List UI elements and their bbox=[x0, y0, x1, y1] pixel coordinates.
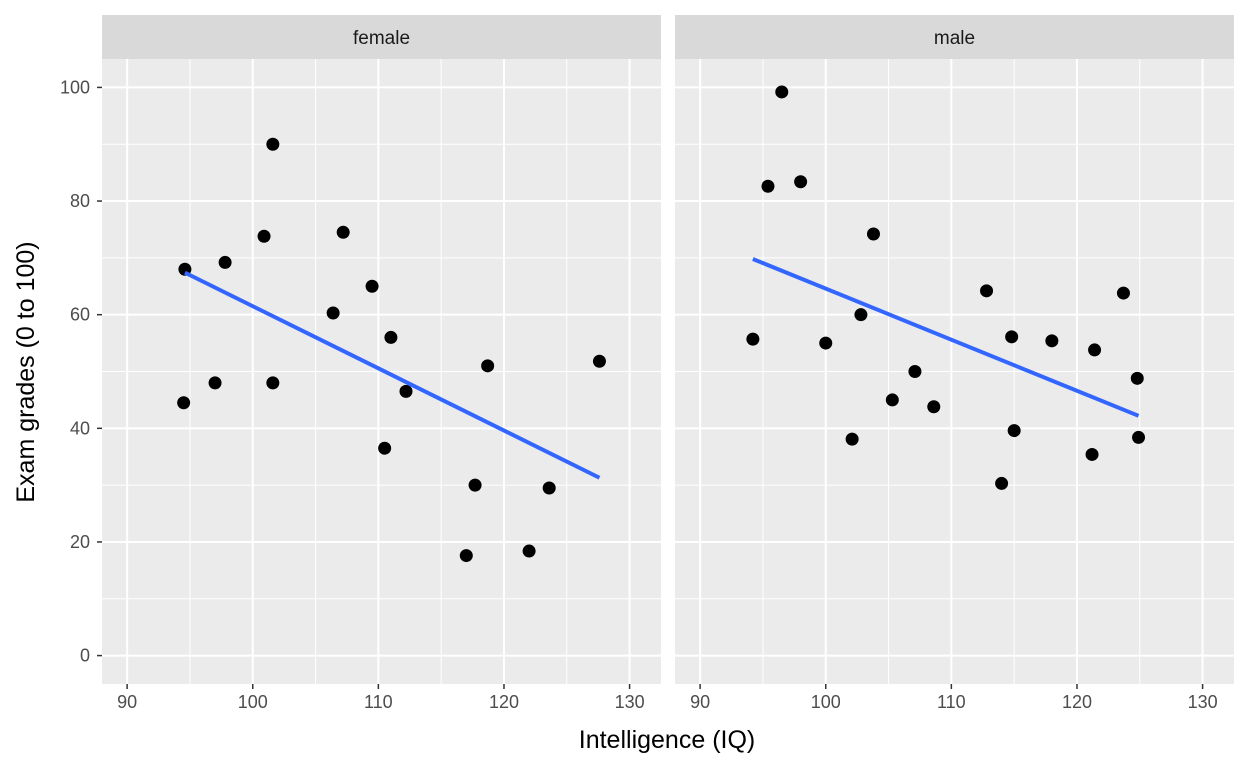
data-point bbox=[208, 376, 222, 390]
data-point bbox=[522, 544, 536, 558]
y-tick-label: 80 bbox=[70, 191, 90, 211]
data-point bbox=[459, 549, 473, 563]
data-point bbox=[257, 229, 271, 243]
facet-panel-female: female 90 100 110 120 130 bbox=[102, 15, 661, 712]
data-point bbox=[542, 481, 556, 495]
x-tick-label: 100 bbox=[238, 692, 268, 712]
x-tick-label: 110 bbox=[364, 692, 393, 712]
data-point bbox=[266, 137, 280, 151]
y-tick-label: 100 bbox=[60, 77, 90, 97]
data-point bbox=[866, 227, 880, 241]
x-axis: 90 100 110 120 130 bbox=[690, 684, 1218, 712]
y-tick-label: 20 bbox=[70, 532, 90, 552]
data-point bbox=[1085, 447, 1099, 461]
facet-strip-female bbox=[102, 15, 661, 59]
x-axis-title: Intelligence (IQ) bbox=[579, 726, 755, 754]
x-tick-label: 120 bbox=[489, 692, 519, 712]
y-axis: 0 20 40 60 80 100 bbox=[60, 77, 102, 666]
data-point bbox=[1088, 343, 1102, 357]
gridlines bbox=[675, 59, 1234, 684]
data-point bbox=[1045, 334, 1059, 348]
x-axis: 90 100 110 120 130 bbox=[117, 684, 645, 712]
data-point bbox=[592, 354, 606, 368]
data-point bbox=[819, 336, 833, 350]
data-point bbox=[794, 175, 808, 189]
y-tick-label: 60 bbox=[70, 305, 90, 325]
facet-strip-label: male bbox=[934, 28, 975, 49]
x-tick-label: 90 bbox=[690, 692, 710, 712]
data-point bbox=[908, 365, 922, 378]
data-point bbox=[378, 441, 392, 455]
x-tick-label: 130 bbox=[1188, 692, 1218, 712]
data-point bbox=[854, 308, 868, 322]
data-point bbox=[746, 332, 760, 346]
x-tick-label: 120 bbox=[1062, 692, 1092, 712]
x-tick-label: 110 bbox=[937, 692, 966, 712]
data-point bbox=[1130, 371, 1144, 385]
trend-line bbox=[752, 257, 1140, 418]
facet-strip-male bbox=[675, 15, 1234, 59]
data-point bbox=[1005, 330, 1019, 344]
data-point bbox=[1007, 424, 1021, 438]
data-point bbox=[1132, 430, 1146, 444]
data-point bbox=[927, 400, 941, 414]
x-tick-label: 90 bbox=[117, 692, 137, 712]
data-point bbox=[995, 476, 1009, 490]
data-points bbox=[177, 137, 606, 563]
data-point bbox=[1116, 286, 1130, 300]
facet-panel-male: male 90 100 110 120 130 bbox=[675, 15, 1234, 712]
data-point bbox=[761, 179, 775, 193]
data-point bbox=[845, 432, 859, 446]
data-point bbox=[399, 384, 413, 398]
data-point bbox=[218, 255, 232, 269]
x-tick-label: 130 bbox=[615, 692, 645, 712]
data-point bbox=[266, 376, 280, 390]
data-point bbox=[980, 284, 994, 298]
data-point bbox=[177, 396, 191, 410]
x-tick-label: 100 bbox=[811, 692, 841, 712]
data-point bbox=[326, 306, 340, 320]
data-point bbox=[468, 478, 482, 492]
facet-panels: female 90 100 110 120 130 male 90 100 110 120 130 bbox=[102, 15, 1234, 712]
data-point bbox=[775, 85, 789, 99]
y-tick-label: 0 bbox=[80, 646, 90, 666]
data-point bbox=[885, 393, 899, 407]
data-point bbox=[481, 359, 495, 373]
trend-line bbox=[184, 270, 601, 480]
data-point bbox=[384, 330, 398, 344]
data-point bbox=[365, 279, 379, 293]
data-points bbox=[746, 85, 1146, 490]
y-tick-label: 40 bbox=[70, 418, 90, 438]
facet-strip-label: female bbox=[353, 28, 410, 49]
y-axis-title: Exam grades (0 to 100) bbox=[12, 241, 40, 502]
data-point bbox=[336, 225, 350, 239]
